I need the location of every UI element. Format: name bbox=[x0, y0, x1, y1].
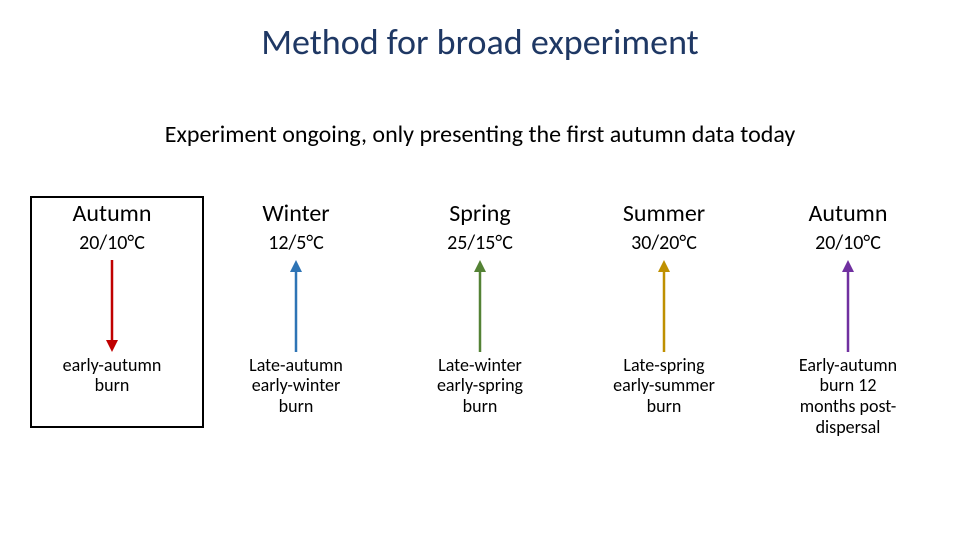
burn-label: early-autumn burn bbox=[24, 355, 200, 396]
seasons-row: Autumn20/10°Cearly-autumn burnWinter12/5… bbox=[20, 200, 940, 438]
season-column: Autumn20/10°C Early-autumn burn 12 months… bbox=[756, 200, 940, 438]
temperature-label: 12/5°C bbox=[208, 231, 384, 255]
slide-subtitle: Experiment ongoing, only presenting the … bbox=[0, 120, 960, 149]
burn-label: Late-autumn early-winter burn bbox=[208, 355, 384, 417]
arrow-wrap bbox=[760, 261, 936, 351]
season-column: Autumn20/10°C early-autumn burn bbox=[20, 200, 204, 438]
season-label: Spring bbox=[392, 200, 568, 229]
temperature-label: 20/10°C bbox=[760, 231, 936, 255]
temperature-label: 25/15°C bbox=[392, 231, 568, 255]
arrow-wrap bbox=[392, 261, 568, 351]
season-label: Winter bbox=[208, 200, 384, 229]
arrow-wrap bbox=[576, 261, 752, 351]
arrow-up-icon bbox=[654, 260, 674, 352]
arrow-wrap bbox=[24, 261, 200, 351]
season-label: Summer bbox=[576, 200, 752, 229]
season-label: Autumn bbox=[760, 200, 936, 229]
temperature-label: 20/10°C bbox=[24, 231, 200, 255]
season-column: Summer30/20°C Late-spring early-summer bu… bbox=[572, 200, 756, 438]
burn-label: Early-autumn burn 12 months post- disper… bbox=[760, 355, 936, 438]
season-column: Winter12/5°C Late-autumn early-winter bur… bbox=[204, 200, 388, 438]
arrow-up-icon bbox=[838, 260, 858, 352]
temperature-label: 30/20°C bbox=[576, 231, 752, 255]
burn-label: Late-winter early-spring burn bbox=[392, 355, 568, 417]
slide-title: Method for broad experiment bbox=[0, 20, 960, 64]
arrow-up-icon bbox=[286, 260, 306, 352]
arrow-down-icon bbox=[102, 260, 122, 352]
season-label: Autumn bbox=[24, 200, 200, 229]
season-column: Spring25/15°C Late-winter early-spring bu… bbox=[388, 200, 572, 438]
arrow-wrap bbox=[208, 261, 384, 351]
burn-label: Late-spring early-summer burn bbox=[576, 355, 752, 417]
arrow-up-icon bbox=[470, 260, 490, 352]
